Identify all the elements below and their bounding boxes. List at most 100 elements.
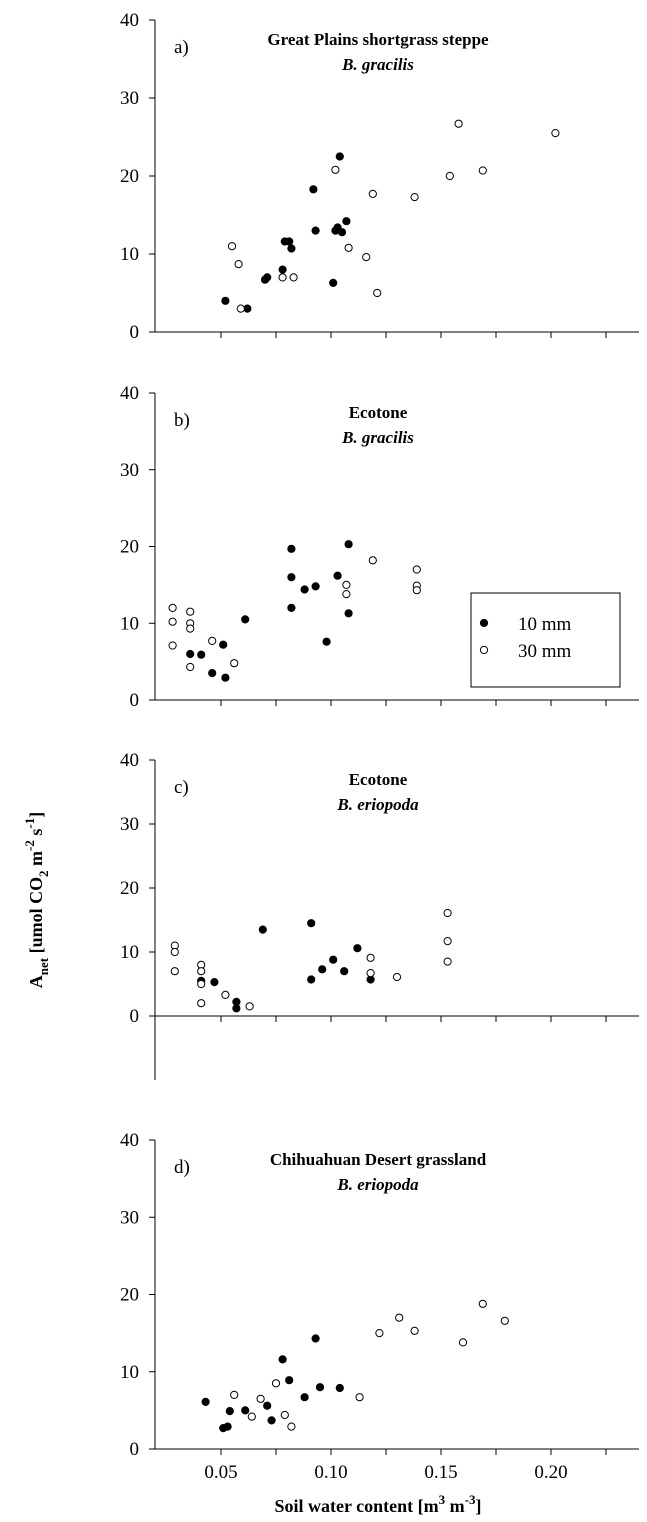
data-point-10mm [241, 1406, 250, 1415]
y-tick-label: 0 [130, 1006, 140, 1027]
data-point-30mm [500, 1316, 509, 1325]
y-tick-label: 20 [120, 537, 139, 558]
data-point-30mm [478, 166, 487, 175]
data-point-10mm [208, 669, 217, 678]
data-point-30mm [362, 253, 371, 262]
data-point-30mm [230, 659, 239, 668]
panel-letter: a) [174, 37, 189, 58]
legend-label-30mm: 30 mm [518, 641, 572, 662]
data-point-10mm [225, 1407, 234, 1416]
panel-letter: b) [174, 410, 190, 431]
legend-marker-10mm [479, 618, 489, 628]
data-point-30mm [271, 1379, 281, 1388]
data-point-30mm [168, 641, 177, 650]
panels-layer: 0 10 20 30 40 a) Great Plains shortgrass stepp… [120, 10, 639, 1483]
x-tick-label: 0.05 [204, 1462, 237, 1483]
data-point-30mm [256, 1394, 265, 1403]
data-point-30mm [197, 979, 206, 989]
data-point-30mm [168, 617, 177, 626]
data-point-30mm [410, 1326, 419, 1335]
data-point-30mm [443, 937, 452, 946]
data-point-10mm [287, 573, 296, 582]
data-point-30mm [395, 1313, 404, 1322]
data-point-30mm [443, 957, 452, 966]
x-axis-label: Soil water content [m3 m-3] [275, 1492, 482, 1516]
y-tick-label: 20 [120, 166, 139, 187]
data-point-30mm [368, 556, 377, 565]
data-point-30mm [445, 171, 454, 181]
data-point-10mm [311, 1334, 320, 1343]
x-tick-label: 0.20 [534, 1462, 567, 1483]
panel-c: 0 10 20 30 40 c) Ecotone B. eriopoda [120, 750, 639, 1080]
y-tick-label: 0 [130, 322, 140, 343]
data-point-30mm [458, 1338, 468, 1347]
y-tick-label: 0 [130, 690, 140, 711]
data-point-10mm [221, 296, 230, 305]
data-point-10mm [311, 582, 320, 591]
data-point-10mm [309, 185, 318, 194]
data-point-10mm [344, 609, 353, 618]
data-point-10mm [300, 585, 309, 594]
panel-b: 0 10 20 30 40 b) Ecotone B. gracilis [120, 383, 639, 711]
data-point-30mm [221, 990, 230, 1000]
legend-label-10mm: 10 mm [518, 614, 572, 635]
data-point-30mm [366, 969, 375, 978]
data-point-10mm [329, 278, 338, 287]
y-tick-label: 30 [120, 814, 139, 835]
data-point-30mm [280, 1410, 289, 1420]
panel-species: B. gracilis [341, 55, 414, 74]
panel-title: Great Plains shortgrass steppe [267, 30, 489, 49]
data-point-10mm [307, 919, 316, 928]
data-point-10mm [344, 540, 353, 549]
data-point-30mm [551, 129, 560, 138]
data-point-30mm [373, 288, 382, 298]
legend-box [470, 592, 621, 688]
data-point-10mm [287, 544, 296, 553]
data-point-10mm [186, 649, 195, 659]
data-point-10mm [318, 965, 327, 974]
panel-letter: c) [174, 777, 189, 798]
data-point-10mm [307, 975, 316, 984]
data-point-10mm [267, 1416, 276, 1425]
data-point-10mm [333, 571, 342, 580]
data-point-30mm [234, 260, 243, 269]
data-point-30mm [289, 273, 298, 282]
data-point-10mm [241, 615, 250, 624]
data-point-30mm [478, 1299, 487, 1308]
data-point-10mm [232, 1004, 241, 1013]
panel-title: Chihuahuan Desert grassland [270, 1150, 487, 1169]
y-tick-label: 10 [120, 244, 139, 265]
data-point-30mm [342, 590, 351, 599]
data-point-30mm [392, 972, 402, 982]
data-point-30mm [366, 953, 375, 962]
data-point-30mm [236, 304, 245, 313]
data-point-10mm [353, 944, 362, 953]
data-point-30mm [410, 193, 419, 202]
data-point-10mm [342, 217, 351, 226]
data-point-10mm [285, 237, 294, 246]
data-point-10mm [287, 603, 296, 613]
legend-marker-30mm [479, 645, 489, 655]
data-point-30mm [186, 624, 195, 633]
data-point-30mm [197, 999, 206, 1008]
y-tick-label: 20 [120, 1285, 139, 1306]
y-tick-label: 10 [120, 613, 139, 634]
y-tick-label: 40 [120, 1130, 139, 1151]
data-point-10mm [197, 650, 206, 659]
data-point-30mm [287, 1422, 296, 1431]
panel-a: 0 10 20 30 40 a) Great Plains shortgrass stepp… [120, 10, 639, 343]
y-tick-label: 40 [120, 10, 139, 31]
y-tick-label: 20 [120, 878, 139, 899]
data-point-10mm [311, 226, 320, 235]
data-point-30mm [186, 662, 195, 672]
data-point-10mm [285, 1376, 294, 1385]
data-point-10mm [287, 244, 296, 253]
data-point-30mm [168, 603, 177, 613]
data-point-10mm [219, 640, 228, 649]
legend: 10 mm 30 mm [470, 592, 621, 688]
panel-letter: d) [174, 1157, 190, 1178]
data-point-30mm [412, 586, 421, 595]
y-tick-label: 40 [120, 750, 139, 771]
data-point-30mm [170, 947, 179, 957]
